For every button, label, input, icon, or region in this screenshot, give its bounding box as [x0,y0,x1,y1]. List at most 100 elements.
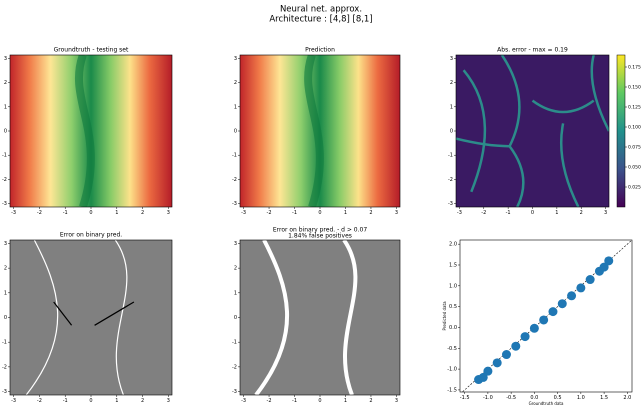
data-point [557,299,567,309]
figure-subtitle: Architecture : [4,8] [8,1] [269,15,372,25]
x-tick-label: 2 [369,398,372,404]
x-tick-label: -1 [63,210,68,216]
y-tick-label: 2 [234,266,237,272]
y-tick-label: 1 [4,290,7,296]
figure-title: Neural net. approx. [280,5,362,15]
heatmap-image [10,240,172,395]
heatmap-ridge [560,123,580,207]
x-tick-label: 0 [318,210,321,216]
x-tick-label: 0 [89,210,92,216]
error-curve [25,240,59,395]
x-tick-label: -3 [11,210,16,216]
y-tick-label: -3 [232,201,237,207]
x-tick-label: -1.0 [483,395,493,401]
x-tick-label: 3 [167,210,170,216]
x-tick-label: -2 [37,398,42,404]
x-tick-label: 2 [369,210,372,216]
subplot-title: Prediction [305,47,335,54]
y-tick-label: -3 [232,389,237,395]
subplot-title: Error on binary pred. [60,232,122,239]
subplot-title: Abs. error - max = 0.19 [497,47,568,54]
y-tick-label: 0 [234,315,237,321]
y-tick-label: 3 [450,56,453,62]
heatmap-image [240,240,400,395]
y-tick-label: 1.5 [449,262,457,268]
error-curve [342,240,358,395]
heatmap-ridge [500,55,521,147]
y-tick-label: -2 [232,364,237,370]
y-tick-label: -2 [232,177,237,183]
y-axis-label: Predicted data [442,301,447,331]
error-curve [114,240,128,395]
x-tick-label: -1 [506,210,511,216]
y-tick-label: 1 [234,290,237,296]
y-tick-label: 3 [234,56,237,62]
axes-frame [459,239,633,393]
data-point [576,283,586,293]
heatmap-band [75,55,95,207]
heatmap-ridge [590,55,609,132]
colorbar-tick-label: 0.075 [628,145,641,151]
data-point [520,332,530,342]
colorbar-tick-label: 0.150 [628,85,641,91]
x-tick-label: 2 [580,210,583,216]
subplot-title: Groundtruth - testing set [54,47,129,54]
y-tick-label: -1 [2,153,7,159]
y-tick-label: -1 [232,340,237,346]
y-tick-label: 0.5 [449,304,457,310]
x-tick-label: -1 [63,398,68,404]
x-tick-label: 3 [395,210,398,216]
x-tick-label: 2 [141,398,144,404]
data-point [492,358,502,368]
x-tick-label: 2 [141,210,144,216]
x-tick-label: 1 [115,398,118,404]
x-tick-label: -2 [267,210,272,216]
y-tick-label: 0 [4,315,7,321]
x-tick-label: 1.0 [577,395,585,401]
colorbar [616,54,626,208]
y-tick-label: -0.5 [447,346,457,352]
y-tick-label: -1.0 [447,367,457,373]
x-tick-label: -1 [292,398,297,404]
y-tick-label: 2.0 [449,242,457,248]
x-tick-label: -0.5 [506,395,516,401]
y-tick-label: -1 [232,153,237,159]
y-tick-label: 3 [4,56,7,62]
x-tick-label: 3 [167,398,170,404]
y-tick-label: -3 [2,201,7,207]
x-tick-label: -2 [37,210,42,216]
y-tick-label: 2 [450,80,453,86]
colorbar-tick-label: 0.100 [628,125,641,131]
x-axis-label: Groundtruth data [529,401,564,406]
heatmap-ridge [462,69,487,193]
x-tick-label: 3 [604,210,607,216]
y-tick-label: 1 [450,104,453,110]
x-tick-label: 1.5 [600,395,608,401]
x-tick-label: -2 [267,398,272,404]
x-tick-label: -3 [241,398,246,404]
data-point [478,372,488,382]
subplot-subtitle: 1.84% false positives [288,233,352,240]
error-curve [53,301,73,326]
data-point [567,291,577,301]
y-tick-label: 3 [4,241,7,247]
y-tick-label: 0 [4,129,7,135]
heatmap-band [304,55,324,207]
x-tick-label: 0.5 [554,395,562,401]
x-tick-label: -3 [241,210,246,216]
data-point [585,275,595,285]
y-tick-label: -1 [448,153,453,159]
data-point [501,350,511,360]
data-point [511,341,521,351]
x-tick-label: -1 [292,210,297,216]
x-tick-label: -3 [457,210,462,216]
data-point [539,315,549,325]
plot-area [10,55,172,207]
y-tick-label: 0 [450,129,453,135]
y-tick-label: -3 [2,389,7,395]
y-tick-label: 2 [234,80,237,86]
subplot-title: Error on binary pred. - d > 0.07 [273,227,368,234]
y-tick-label: -1.5 [447,387,457,393]
plot-area [461,240,632,392]
